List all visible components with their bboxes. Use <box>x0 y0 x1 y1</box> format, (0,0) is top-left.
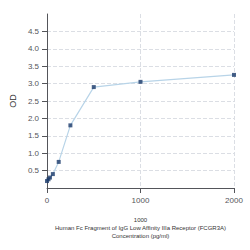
svg-text:4.0: 4.0 <box>28 44 40 53</box>
svg-text:OD: OD <box>8 94 18 108</box>
svg-text:1000: 1000 <box>134 217 148 223</box>
svg-text:1000: 1000 <box>132 196 150 205</box>
svg-text:2000: 2000 <box>225 196 243 205</box>
svg-text:2.0: 2.0 <box>28 114 40 123</box>
svg-text:1.0: 1.0 <box>28 149 40 158</box>
svg-text:3.0: 3.0 <box>28 79 40 88</box>
svg-text:4.5: 4.5 <box>28 27 40 36</box>
svg-text:2.5: 2.5 <box>28 97 40 106</box>
svg-text:0.5: 0.5 <box>28 166 40 175</box>
svg-text:1.5: 1.5 <box>28 131 40 140</box>
svg-text:0: 0 <box>45 196 50 205</box>
svg-text:Concentration (pg/ml): Concentration (pg/ml) <box>112 233 170 239</box>
svg-text:3.5: 3.5 <box>28 62 40 71</box>
svg-text:Human Fc Fragment of IgG Low A: Human Fc Fragment of IgG Low Affinity II… <box>55 225 226 231</box>
